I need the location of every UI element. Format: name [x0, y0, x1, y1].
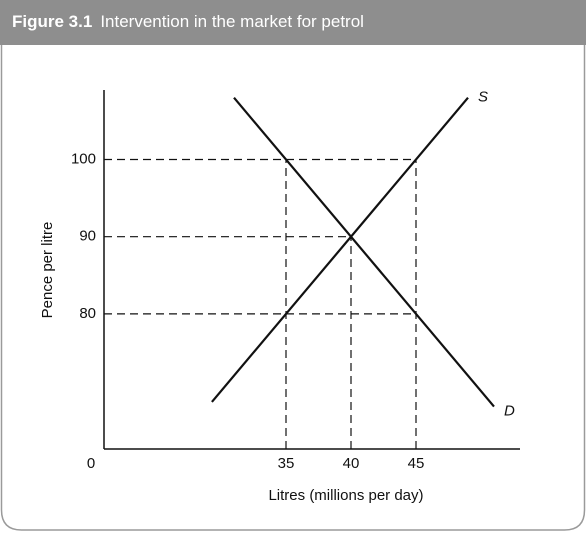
y-tick-label: 90	[79, 228, 96, 245]
curve-label: D	[504, 403, 515, 420]
curve	[233, 97, 495, 408]
y-tick-label: 100	[71, 150, 96, 167]
figure-label: Figure 3.1	[12, 12, 92, 31]
curve-label: S	[478, 89, 488, 106]
frame	[0, 45, 586, 531]
curve	[211, 97, 469, 403]
y-axis-label: Pence per litre	[39, 222, 56, 319]
chart-title: Intervention in the market for petrol	[100, 12, 364, 31]
x-tick-label: 40	[343, 455, 360, 472]
x-tick-label: 45	[408, 455, 425, 472]
origin-label: 0	[87, 455, 95, 472]
y-tick-label: 80	[79, 305, 96, 322]
header-bar	[0, 0, 586, 45]
x-tick-label: 35	[278, 455, 295, 472]
x-axis-label: Litres (millions per day)	[268, 487, 423, 504]
header: Figure 3.1 Intervention in the market for…	[12, 12, 364, 31]
